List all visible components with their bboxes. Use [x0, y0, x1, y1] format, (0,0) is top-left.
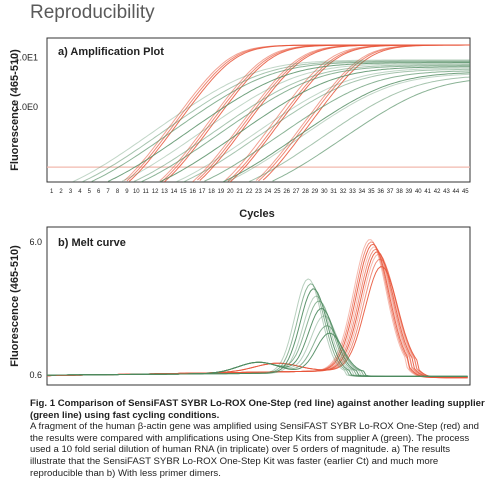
amplification-x-tick-label: 26 — [283, 189, 290, 195]
amplification-x-tick-label: 39 — [406, 189, 413, 195]
melt-y-ticks: 6.0 0.6 — [29, 237, 42, 380]
amplification-x-tick-label: 42 — [434, 189, 441, 195]
amplification-x-tick-label: 43 — [443, 189, 450, 195]
amplification-x-tick-label: 17 — [199, 189, 206, 195]
amplification-x-tick-label: 20 — [227, 189, 234, 195]
amplification-y-ticks: 1.0E1 1.0E0 — [14, 53, 38, 112]
amplification-x-tick-label: 38 — [396, 189, 403, 195]
amplification-x-tick-label: 18 — [208, 189, 215, 195]
figure: Fluorescence (465-510) a) Amplification … — [9, 37, 471, 386]
amplification-x-tick-label: 32 — [340, 189, 347, 195]
amplification-x-tick-label: 22 — [246, 189, 253, 195]
amplification-x-ticks: 1 2 3 4 5 6 7 8 9 10 11 12 13 14 15 16 17 18 19 20 21 22 23 24 2… — [50, 189, 469, 195]
amplification-x-tick-label: 7 — [106, 189, 110, 195]
amplification-x-tick-label: 30 — [321, 189, 328, 195]
green-amplification-curve — [133, 64, 470, 182]
amplification-x-tick-label: 9 — [125, 189, 129, 195]
amplification-x-tick-label: 23 — [255, 189, 262, 195]
melt-y-tick-label: 6.0 — [29, 237, 42, 247]
melt-curve-frame — [46, 226, 471, 386]
amplification-x-tick-label: 4 — [78, 189, 82, 195]
amplification-x-tick-label: 3 — [69, 189, 73, 195]
amplification-x-tick-label: 34 — [359, 189, 366, 195]
amplification-x-tick-label: 24 — [265, 189, 272, 195]
amplification-x-tick-label: 31 — [330, 189, 337, 195]
amplification-x-tick-label: 35 — [368, 189, 375, 195]
green-amplification-curve — [176, 67, 470, 183]
green-amplification-curve — [107, 62, 470, 182]
amplification-y-tick-label: 1.0E1 — [14, 53, 38, 63]
amplification-y-tick-label: 1.0E0 — [14, 102, 38, 112]
green-amplification-curve — [82, 60, 470, 183]
green-amplification-curve — [159, 66, 470, 183]
amplification-x-tick-label: 19 — [218, 189, 225, 195]
green-amplification-curve — [227, 73, 471, 182]
amplification-plot-title: a) Amplification Plot — [58, 46, 164, 58]
amplification-x-tick-label: 28 — [302, 189, 309, 195]
amplification-x-tick-label: 21 — [236, 189, 243, 195]
green-amplification-curve — [140, 65, 470, 183]
melt-curve-title: b) Melt curve — [58, 237, 126, 249]
amplification-x-tick-label: 6 — [97, 189, 101, 195]
amplification-x-tick-label: 14 — [171, 189, 178, 195]
amplification-x-tick-label: 45 — [462, 189, 469, 195]
amplification-x-tick-label: 16 — [189, 189, 196, 195]
amplification-x-tick-label: 15 — [180, 189, 187, 195]
amplification-x-tick-label: 41 — [424, 189, 431, 195]
amplification-x-tick-label: 33 — [349, 189, 356, 195]
figure-caption: Fig. 1 Comparison of SensiFAST SYBR Lo-R… — [30, 398, 485, 479]
page-heading: Reproducibility — [30, 2, 155, 23]
melt-y-tick-label: 0.6 — [29, 370, 42, 380]
amplification-x-tick-label: 29 — [312, 189, 319, 195]
amplification-y-axis-label: Fluorescence (465-510) — [9, 49, 21, 171]
caption-body: A fragment of the human β-actin gene was… — [30, 421, 480, 479]
green-amplification-curve — [204, 70, 471, 182]
amplification-curves — [47, 44, 471, 183]
amplification-x-tick-label: 36 — [377, 189, 384, 195]
amplification-x-tick-label: 37 — [387, 189, 394, 195]
amplification-x-tick-label: 44 — [453, 189, 460, 195]
green-amplification-curve — [272, 80, 471, 182]
amplification-x-tick-label: 40 — [415, 189, 422, 195]
green-amplification-curve — [91, 61, 470, 182]
caption-title: Fig. 1 Comparison of SensiFAST SYBR Lo-R… — [30, 398, 485, 421]
amplification-x-tick-label: 25 — [274, 189, 281, 195]
amplification-x-tick-label: 12 — [152, 189, 159, 195]
amplification-x-tick-label: 11 — [143, 189, 150, 195]
melt-curves — [47, 239, 468, 379]
green-amplification-curve — [183, 68, 471, 183]
red-amplification-curve — [262, 44, 470, 181]
amplification-panel: Fluorescence (465-510) a) Amplification … — [9, 37, 471, 220]
amplification-x-tick-label: 8 — [116, 189, 120, 195]
amplification-x-tick-label: 2 — [59, 189, 63, 195]
amplification-x-axis-label: Cycles — [239, 208, 274, 220]
green-amplification-curve — [248, 76, 471, 183]
amplification-x-tick-label: 1 — [50, 189, 54, 195]
melt-y-axis-label: Fluorescence (465-510) — [9, 245, 21, 367]
green-amplification-curve — [223, 72, 471, 183]
melt-panel: Fluorescence (465-510) b) Melt curve 6.0… — [9, 226, 471, 386]
green-melt-curve — [47, 332, 468, 377]
green-amplification-curve — [72, 59, 470, 183]
amplification-x-tick-label: 10 — [133, 189, 140, 195]
green-amplification-curve — [121, 63, 470, 182]
amplification-x-tick-label: 13 — [161, 189, 168, 195]
amplification-x-tick-label: 27 — [293, 189, 300, 195]
amplification-x-tick-label: 5 — [88, 189, 92, 195]
